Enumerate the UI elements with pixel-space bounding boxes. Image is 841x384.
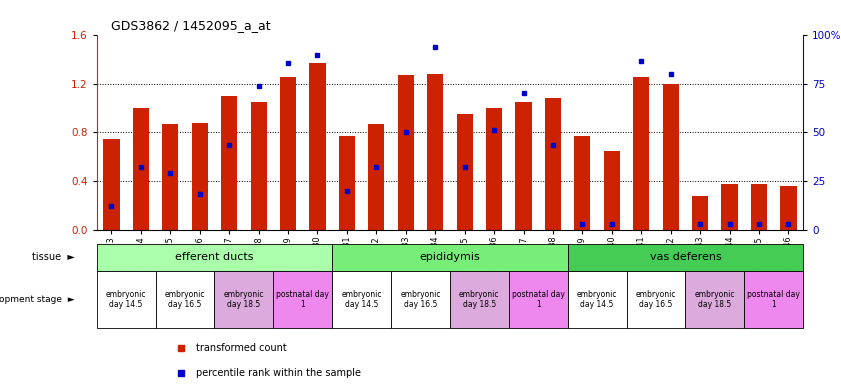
Text: postnatal day
1: postnatal day 1: [512, 290, 564, 309]
Text: vas deferens: vas deferens: [649, 252, 722, 262]
Bar: [103, 139, 119, 230]
Bar: [780, 186, 796, 230]
Bar: [332, 271, 391, 328]
Bar: [633, 78, 649, 230]
Bar: [309, 63, 325, 230]
Bar: [751, 184, 767, 230]
Text: GDS3862 / 1452095_a_at: GDS3862 / 1452095_a_at: [111, 19, 271, 32]
Bar: [722, 184, 738, 230]
Text: embryonic
day 14.5: embryonic day 14.5: [577, 290, 617, 309]
Text: percentile rank within the sample: percentile rank within the sample: [196, 368, 361, 378]
Text: transformed count: transformed count: [196, 343, 287, 353]
Bar: [516, 102, 532, 230]
Text: postnatal day
1: postnatal day 1: [277, 290, 329, 309]
Text: embryonic
day 18.5: embryonic day 18.5: [459, 290, 500, 309]
Text: embryonic
day 14.5: embryonic day 14.5: [341, 290, 382, 309]
Text: development stage  ►: development stage ►: [0, 295, 75, 304]
Bar: [427, 74, 443, 230]
Bar: [339, 136, 355, 230]
Text: embryonic
day 14.5: embryonic day 14.5: [106, 290, 146, 309]
Text: embryonic
day 16.5: embryonic day 16.5: [400, 290, 441, 309]
Bar: [568, 271, 627, 328]
Bar: [280, 78, 296, 230]
Text: epididymis: epididymis: [420, 252, 480, 262]
Bar: [574, 136, 590, 230]
Bar: [509, 271, 568, 328]
Text: embryonic
day 18.5: embryonic day 18.5: [224, 290, 264, 309]
Bar: [162, 124, 178, 230]
Bar: [133, 108, 149, 230]
Bar: [391, 271, 450, 328]
Bar: [332, 244, 568, 271]
Bar: [486, 108, 502, 230]
Text: embryonic
day 16.5: embryonic day 16.5: [636, 290, 676, 309]
Bar: [627, 271, 685, 328]
Bar: [568, 244, 803, 271]
Bar: [368, 124, 384, 230]
Text: embryonic
day 18.5: embryonic day 18.5: [695, 290, 735, 309]
Bar: [97, 244, 332, 271]
Bar: [744, 271, 803, 328]
Bar: [273, 271, 332, 328]
Text: tissue  ►: tissue ►: [32, 252, 75, 262]
Bar: [156, 271, 214, 328]
Bar: [221, 96, 237, 230]
Bar: [97, 271, 156, 328]
Bar: [192, 123, 208, 230]
Bar: [214, 271, 273, 328]
Text: efferent ducts: efferent ducts: [175, 252, 254, 262]
Bar: [545, 98, 561, 230]
Bar: [604, 151, 620, 230]
Text: embryonic
day 16.5: embryonic day 16.5: [165, 290, 205, 309]
Text: postnatal day
1: postnatal day 1: [748, 290, 800, 309]
Bar: [251, 102, 267, 230]
Bar: [663, 84, 679, 230]
Bar: [398, 75, 414, 230]
Bar: [457, 114, 473, 230]
Bar: [685, 271, 744, 328]
Bar: [450, 271, 509, 328]
Bar: [692, 196, 708, 230]
